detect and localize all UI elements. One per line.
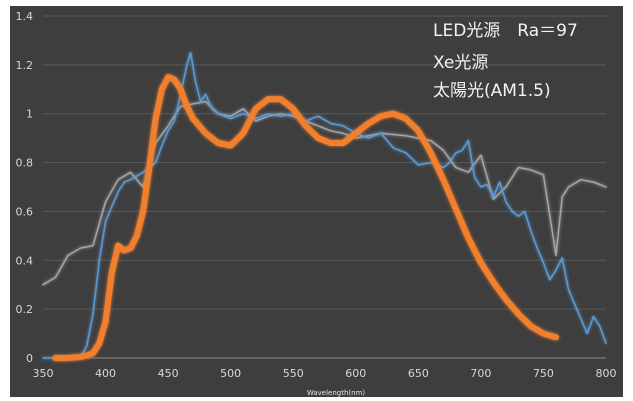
y-tick-label: 0.6 — [16, 205, 34, 218]
x-tick-label: 800 — [596, 367, 617, 380]
y-tick-label: 0.2 — [16, 303, 34, 316]
x-tick-label: 450 — [158, 367, 179, 380]
y-tick-label: 1.2 — [16, 59, 34, 72]
y-tick-label: 1 — [26, 108, 33, 121]
y-tick-label: 1.4 — [16, 10, 34, 23]
x-axis-ticks: 350 400 450 500 550 600 650 700 750 800 — [33, 367, 617, 380]
series-line-1 — [42, 51, 607, 359]
x-tick-label: 350 — [33, 367, 54, 380]
y-tick-label: 0.4 — [16, 254, 34, 267]
x-axis-label: Wavelength(nm) — [307, 389, 366, 397]
legend-label-2: 太陽光(AM1.5) — [433, 81, 551, 101]
x-tick-label: 400 — [95, 367, 116, 380]
x-tick-label: 500 — [220, 367, 241, 380]
x-tick-label: 700 — [470, 367, 491, 380]
series-lines — [42, 51, 607, 361]
x-tick-label: 750 — [533, 367, 554, 380]
chart-frame — [10, 6, 623, 397]
y-tick-label: 0 — [26, 352, 33, 365]
series-line-0 — [52, 74, 559, 361]
x-tick-label: 600 — [345, 367, 366, 380]
series-line-2 — [42, 100, 607, 286]
y-tick-label: 0.8 — [16, 157, 34, 170]
legend-label-0: LED光源 Ra＝97 — [433, 21, 578, 41]
x-tick-label: 650 — [408, 367, 429, 380]
legend-label-1: Xe光源 — [433, 53, 488, 73]
gridlines — [43, 15, 606, 359]
y-axis-ticks: 0 0.2 0.4 0.6 0.8 1 1.2 1.4 — [16, 10, 34, 365]
x-tick-label: 550 — [283, 367, 304, 380]
